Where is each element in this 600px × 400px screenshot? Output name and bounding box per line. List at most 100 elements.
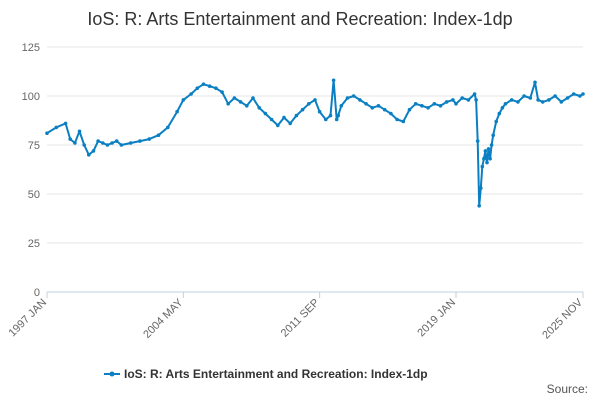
data-point[interactable] (207, 84, 212, 88)
data-point[interactable] (77, 129, 82, 134)
data-point[interactable] (54, 125, 59, 130)
data-point[interactable] (328, 113, 333, 118)
data-point[interactable] (516, 100, 520, 104)
data-point[interactable] (307, 102, 311, 106)
data-point[interactable] (497, 111, 502, 116)
data-point[interactable] (432, 102, 437, 106)
data-point[interactable] (251, 96, 255, 100)
data-point[interactable] (73, 141, 77, 145)
data-point[interactable] (147, 137, 151, 141)
data-point[interactable] (477, 204, 482, 208)
data-point[interactable] (503, 102, 508, 106)
data-point[interactable] (451, 98, 455, 102)
data-point[interactable] (232, 96, 237, 100)
data-point[interactable] (324, 117, 328, 122)
data-point[interactable] (578, 94, 582, 98)
data-point[interactable] (166, 125, 170, 130)
data-point[interactable] (87, 153, 91, 157)
data-point[interactable] (339, 104, 344, 108)
data-point[interactable] (533, 80, 537, 85)
data-point[interactable] (382, 107, 387, 112)
data-point[interactable] (480, 164, 485, 169)
data-point[interactable] (257, 106, 262, 110)
data-point[interactable] (119, 143, 124, 147)
data-point[interactable] (559, 100, 564, 104)
data-point[interactable] (486, 147, 491, 151)
data-point[interactable] (96, 139, 100, 143)
data-point[interactable] (201, 82, 206, 86)
data-point[interactable] (370, 106, 375, 110)
data-point[interactable] (238, 100, 243, 104)
data-point[interactable] (389, 111, 393, 116)
data-point[interactable] (68, 137, 72, 141)
data-point[interactable] (110, 141, 114, 145)
data-point[interactable] (45, 131, 49, 135)
data-point[interactable] (482, 156, 486, 161)
data-point[interactable] (474, 98, 478, 102)
data-point[interactable] (472, 92, 477, 96)
data-point[interactable] (479, 186, 483, 190)
data-point[interactable] (553, 94, 557, 98)
data-point[interactable] (276, 123, 280, 128)
data-point[interactable] (536, 98, 540, 102)
data-point[interactable] (214, 86, 218, 90)
data-point[interactable] (489, 143, 494, 147)
data-point[interactable] (483, 149, 488, 153)
data-point[interactable] (407, 107, 412, 112)
data-point[interactable] (395, 117, 399, 122)
data-point[interactable] (475, 139, 480, 143)
data-point[interactable] (444, 100, 449, 104)
data-point[interactable] (540, 100, 545, 104)
data-point[interactable] (491, 133, 496, 137)
data-point[interactable] (345, 96, 350, 100)
data-point[interactable] (101, 141, 105, 145)
data-point[interactable] (263, 111, 268, 116)
data-point[interactable] (156, 133, 161, 137)
data-point[interactable] (358, 98, 362, 102)
data-point[interactable] (488, 156, 492, 161)
data-point[interactable] (269, 117, 274, 122)
data-point[interactable] (175, 109, 179, 114)
data-point[interactable] (313, 98, 317, 102)
data-point[interactable] (82, 143, 86, 147)
data-point[interactable] (571, 92, 576, 96)
data-point[interactable] (522, 94, 526, 98)
data-point[interactable] (195, 86, 200, 90)
data-point[interactable] (565, 96, 570, 100)
data-point[interactable] (138, 139, 142, 143)
data-point[interactable] (288, 121, 293, 126)
data-point[interactable] (454, 102, 458, 106)
data-point[interactable] (500, 106, 505, 110)
data-point[interactable] (245, 104, 249, 108)
data-point[interactable] (181, 98, 186, 102)
data-point[interactable] (460, 96, 465, 100)
data-point[interactable] (91, 149, 96, 153)
data-point[interactable] (364, 102, 368, 106)
data-point[interactable] (401, 119, 406, 124)
data-point[interactable] (220, 90, 224, 94)
data-point[interactable] (105, 143, 110, 147)
data-point[interactable] (128, 141, 133, 145)
data-point[interactable] (334, 117, 339, 122)
data-point[interactable] (581, 92, 585, 96)
data-point[interactable] (63, 121, 68, 126)
data-point[interactable] (413, 102, 418, 106)
data-point[interactable] (336, 113, 341, 118)
data-point[interactable] (485, 160, 489, 165)
data-point[interactable] (426, 106, 430, 110)
data-point[interactable] (189, 92, 193, 96)
data-point[interactable] (494, 119, 499, 124)
data-point[interactable] (528, 96, 533, 100)
legend[interactable]: IoS: R: Arts Entertainment and Recreatio… (104, 367, 428, 381)
data-point[interactable] (351, 94, 356, 98)
data-point[interactable] (114, 139, 119, 143)
data-point[interactable] (466, 98, 471, 102)
data-point[interactable] (420, 104, 424, 108)
data-point[interactable] (294, 113, 299, 118)
data-point[interactable] (331, 78, 336, 83)
data-point[interactable] (226, 102, 230, 106)
data-point[interactable] (300, 107, 305, 112)
data-point[interactable] (376, 104, 381, 108)
data-point[interactable] (509, 98, 514, 102)
data-point[interactable] (317, 109, 322, 114)
